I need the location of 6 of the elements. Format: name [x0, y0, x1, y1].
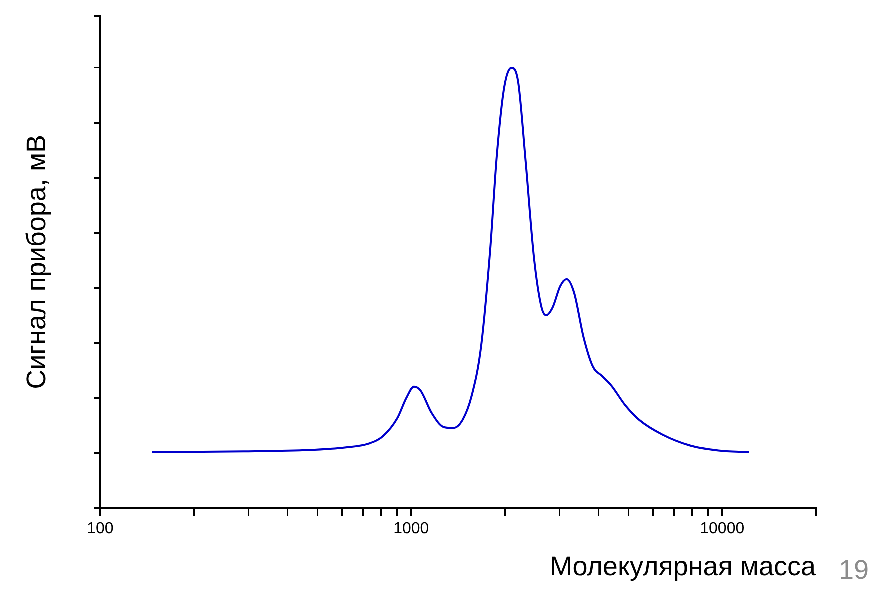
x-tick-label: 1000 — [394, 520, 430, 538]
x-axis-title: Молекулярная масса — [550, 551, 817, 582]
x-tick-label: 100 — [87, 520, 114, 538]
x-tick-label: 10000 — [700, 520, 745, 538]
y-axis-title: Сигнал прибора, мВ — [22, 134, 52, 390]
text: 19 — [838, 555, 869, 586]
